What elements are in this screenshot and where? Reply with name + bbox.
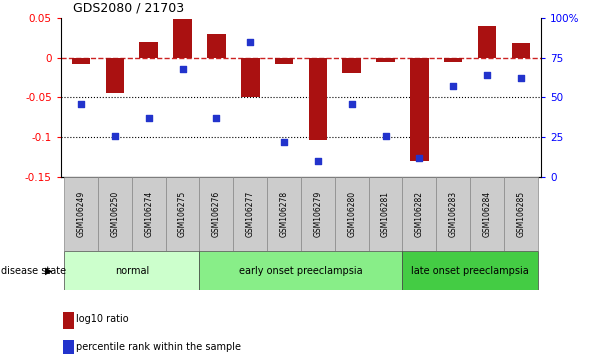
Bar [132,177,165,251]
Bar [98,177,132,251]
Text: GSM106278: GSM106278 [280,191,289,237]
Text: GSM106275: GSM106275 [178,191,187,237]
Bar [301,177,335,251]
Bar [437,177,470,251]
Text: early onset preeclampsia: early onset preeclampsia [239,266,363,276]
Bar [309,57,327,140]
Text: GSM106282: GSM106282 [415,191,424,237]
Text: GSM106274: GSM106274 [144,191,153,237]
Point [415,155,424,161]
Point [516,75,526,81]
Point [246,39,255,44]
Text: disease state: disease state [1,266,66,276]
Point [144,115,154,121]
Bar [165,177,199,251]
Bar [335,177,368,251]
Bar [402,177,437,251]
Point [381,133,390,138]
Text: GSM106279: GSM106279 [313,191,322,237]
Point [212,115,221,121]
Text: GSM106276: GSM106276 [212,191,221,237]
Bar [199,177,233,251]
Bar [64,177,98,251]
Point [347,101,356,107]
Text: GSM106280: GSM106280 [347,191,356,237]
Bar [106,57,124,93]
Point [178,66,187,72]
Bar [410,57,429,161]
Bar [511,43,530,57]
Text: late onset preeclampsia: late onset preeclampsia [411,266,529,276]
Text: GSM106250: GSM106250 [111,191,119,237]
Text: GSM106249: GSM106249 [77,191,86,237]
Text: normal: normal [115,266,149,276]
Bar [478,25,496,57]
Bar [402,251,537,290]
Bar [64,251,199,290]
Text: GDS2080 / 21703: GDS2080 / 21703 [73,1,184,14]
Point [110,133,120,138]
Point [279,139,289,145]
Text: percentile rank within the sample: percentile rank within the sample [76,342,241,352]
Point [482,72,492,78]
Bar [199,251,402,290]
Text: GSM106283: GSM106283 [449,191,458,237]
Point [313,158,323,164]
Bar [275,57,293,64]
Text: log10 ratio: log10 ratio [76,314,129,324]
Bar [233,177,267,251]
Text: GSM106281: GSM106281 [381,191,390,237]
Bar [241,57,260,97]
Bar [267,177,301,251]
Bar [139,42,158,57]
Bar [504,177,537,251]
Bar [470,177,504,251]
Point [448,83,458,89]
Bar [342,57,361,73]
Text: GSM106285: GSM106285 [516,191,525,237]
Text: GSM106277: GSM106277 [246,191,255,237]
Point [76,101,86,107]
Bar [376,57,395,62]
Bar [72,57,91,64]
Bar [173,19,192,57]
Bar [368,177,402,251]
Bar [207,34,226,57]
Bar [444,57,463,62]
Text: ▶: ▶ [46,266,53,276]
Text: GSM106284: GSM106284 [483,191,491,237]
